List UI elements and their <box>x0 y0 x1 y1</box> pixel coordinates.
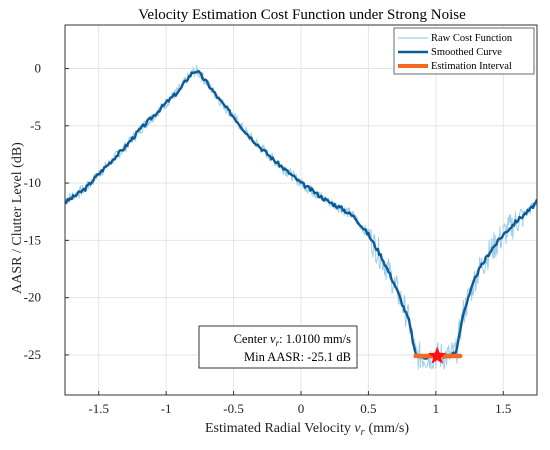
y-tick-label: -5 <box>30 118 41 133</box>
y-tick-label: -10 <box>24 175 41 190</box>
x-axis-label-unit: (mm/s) <box>369 421 410 436</box>
x-tick-label: 1.5 <box>495 401 511 416</box>
series-raw-cost-function <box>65 65 537 370</box>
y-tick-label: -25 <box>24 347 41 362</box>
x-axis-label-var: v <box>354 421 361 436</box>
minimum-star-marker <box>427 346 447 364</box>
x-tick-label: -1 <box>161 401 172 416</box>
chart-title: Velocity Estimation Cost Function under … <box>138 7 466 23</box>
x-tick-label: 0.5 <box>360 401 376 416</box>
legend: Raw Cost Function Smoothed Curve Estimat… <box>393 27 535 75</box>
y-tick-label: -20 <box>24 290 41 305</box>
x-tick-label: 1 <box>433 401 440 416</box>
x-axis-label: Estimated Radial Velocity vr (mm/s) <box>205 421 409 438</box>
annotation-box: Center vr: 1.0100 mm/s Min AASR: -25.1 d… <box>198 325 358 369</box>
annotation-min-aasr: Min AASR: -25.1 dB <box>244 350 351 364</box>
x-tick-label: -1.5 <box>88 401 109 416</box>
x-axis-label-text: Estimated Radial Velocity <box>205 421 351 436</box>
y-axis-label: AASR / Clutter Level (dB) <box>10 142 25 294</box>
legend-label-smoothed: Smoothed Curve <box>431 47 502 58</box>
x-ticks: -1.5 -1 -0.5 0 0.5 1 1.5 <box>88 391 511 416</box>
x-tick-label: -0.5 <box>223 401 244 416</box>
y-tick-label: 0 <box>35 61 42 76</box>
y-tick-label: -15 <box>24 232 41 247</box>
y-ticks: 0 -5 -10 -15 -20 -25 <box>24 61 69 362</box>
x-axis-label-sub: r <box>361 427 365 438</box>
annotation-center: Center vr: 1.0100 mm/s <box>234 332 352 348</box>
legend-label-raw: Raw Cost Function <box>431 33 513 44</box>
legend-label-interval: Estimation Interval <box>431 61 512 72</box>
series-layer <box>65 65 537 370</box>
x-tick-label: 0 <box>298 401 305 416</box>
series-smoothed-curve <box>65 69 537 360</box>
